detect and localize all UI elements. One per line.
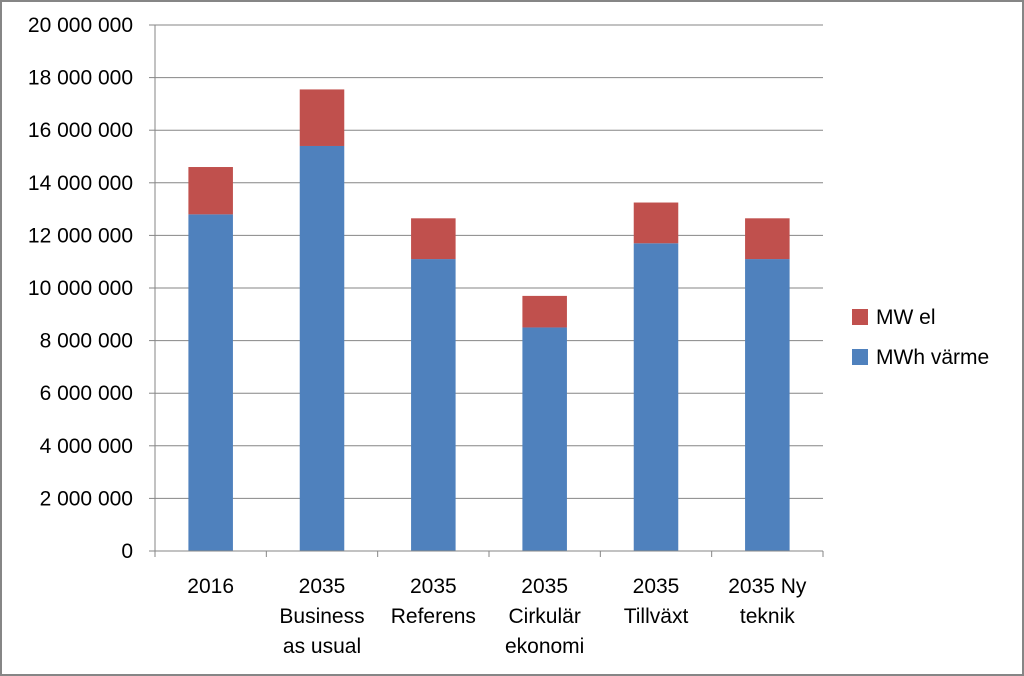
bar-mwh-varme xyxy=(188,214,233,552)
bar-mw-el xyxy=(633,202,679,244)
x-category-label: Business xyxy=(279,605,364,628)
y-tick-label: 14 000 000 xyxy=(28,172,133,195)
legend-label: MWh värme xyxy=(876,346,989,369)
y-axis-tick-labels: 0 2 000 000 4 000 000 6 000 000 8 000 000 10 … xyxy=(28,14,133,563)
x-category-label: 2035 xyxy=(299,575,346,598)
bar-mw-el xyxy=(745,218,790,260)
bar-mwh-varme xyxy=(411,259,456,551)
x-category-label: Cirkulär xyxy=(508,605,580,628)
gridlines xyxy=(155,24,823,499)
x-category-label: 2016 xyxy=(187,575,234,598)
y-tick-label: 8 000 000 xyxy=(40,330,133,353)
legend-label: MW el xyxy=(876,306,936,329)
y-tick-label: 4 000 000 xyxy=(40,435,133,458)
bar-mw-el xyxy=(522,295,567,328)
bar-mw-el xyxy=(188,167,233,215)
bar-mwh-varme xyxy=(299,145,345,552)
y-tick-label: 20 000 000 xyxy=(28,14,133,37)
y-tick-label: 18 000 000 xyxy=(28,67,133,90)
y-tick-label: 2 000 000 xyxy=(40,487,133,510)
x-category-label: 2035 xyxy=(633,575,680,598)
bar-mwh-varme xyxy=(745,259,790,551)
x-category-label: Referens xyxy=(391,605,476,628)
bars xyxy=(188,89,790,552)
legend-swatch xyxy=(852,349,868,365)
x-category-label: as usual xyxy=(283,635,361,658)
y-tick-label: 16 000 000 xyxy=(28,119,133,142)
legend-swatch xyxy=(852,309,868,325)
bar-mwh-varme xyxy=(633,243,679,552)
bar-mw-el xyxy=(299,89,345,146)
y-tick-label: 12 000 000 xyxy=(28,224,133,247)
x-category-label: 2035 xyxy=(410,575,457,598)
x-category-label: teknik xyxy=(740,605,795,628)
bar-mwh-varme xyxy=(522,327,567,551)
y-tick-label: 10 000 000 xyxy=(28,277,133,300)
axes xyxy=(149,24,824,557)
y-tick-label: 6 000 000 xyxy=(40,382,133,405)
x-category-label: 2035 xyxy=(521,575,568,598)
legend: MW el MWh värme xyxy=(852,306,989,369)
x-category-label: Tillväxt xyxy=(624,605,689,628)
bar-mw-el xyxy=(411,218,456,260)
y-tick-label: 0 xyxy=(121,540,133,563)
x-axis-category-labels: 2016 2035 Business as usual 2035 Referens 2035… xyxy=(187,575,807,658)
x-category-label: ekonomi xyxy=(505,635,584,658)
x-category-label: 2035 Ny xyxy=(728,575,807,598)
